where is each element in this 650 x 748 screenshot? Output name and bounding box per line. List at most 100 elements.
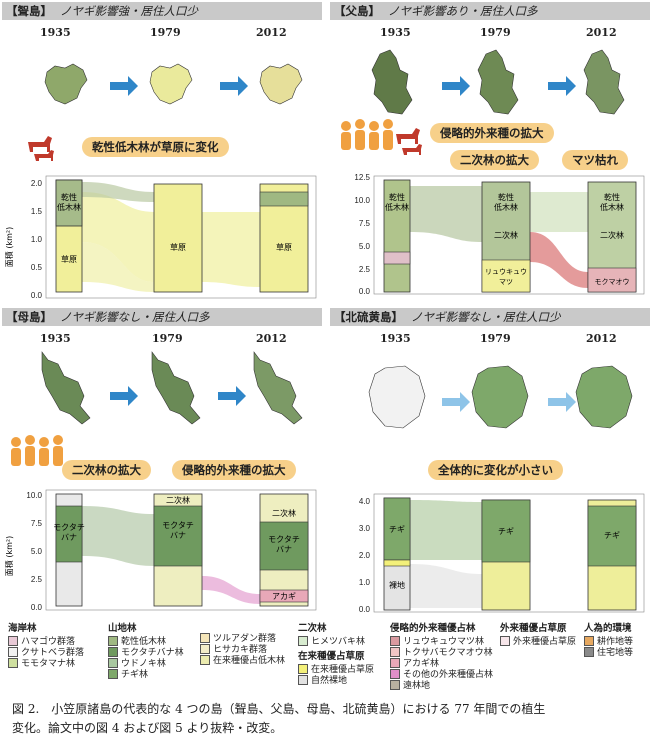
island-map-1979: [151, 351, 201, 425]
legend-item: その他の外来種優占林: [390, 668, 493, 680]
year-labels: 1935 1979 2012: [330, 26, 650, 40]
sankey-chart: 0.0 1.0 2.0 3.0 4.0 チギ 裸地 チギ チギ: [359, 493, 645, 614]
tick-label: 1.5: [31, 207, 43, 216]
tick-label: 4.0: [359, 497, 371, 506]
legend-item: 外来種優占草原: [500, 635, 576, 647]
panel-header: 【母島】 ノヤギ影響なし・居住人口多: [2, 308, 322, 326]
island-map-1935: [41, 351, 91, 425]
legend-group: 外来種優占草原 外来種優占草原: [500, 620, 576, 647]
tick-label: 7.5: [31, 519, 43, 528]
island-map-1935: [371, 49, 413, 115]
bar-label: 乾性: [604, 192, 620, 202]
tick-label: 1.0: [31, 235, 43, 244]
legend-group: 侵略的外来種優占林 リュウキュウマツ林 トクサバモクマオウ林 アカギ林 その他の…: [390, 620, 493, 691]
caption-line: 図 2. 小笠原諸島の代表的な 4 つの島（聟島、父島、母島、北硫黄島）における…: [12, 702, 546, 716]
legend-title: 外来種優占草原: [500, 623, 567, 634]
arrow-icon: [548, 76, 576, 96]
year-label: 1979: [150, 26, 181, 39]
legend-item: アカギ林: [390, 657, 493, 669]
tick-label: 1.0: [359, 578, 371, 587]
bar-label: モクタチ: [162, 521, 194, 530]
bar-label: 二次林: [600, 230, 624, 240]
legend-item: ツルアダン群落: [200, 632, 285, 644]
callout: マツ枯れ: [562, 150, 628, 170]
tick-label: 2.0: [359, 551, 371, 560]
year-label: 1935: [40, 26, 71, 39]
legend-item: トクサバモクマオウ林: [390, 646, 493, 658]
bar-label: 乾性: [61, 192, 77, 202]
legend-item: ヒサカキ群落: [200, 643, 285, 655]
legend-group: 海岸林 ハマゴウ群落 クサトベラ群落 モモタマナ林: [8, 620, 84, 669]
tick-label: 5.0: [359, 242, 371, 251]
callout: 侵略的外来種の拡大: [172, 460, 296, 480]
panel-subtitle: ノヤギ影響なし・居住人口多: [60, 310, 210, 324]
arrow-icon: [110, 386, 138, 406]
year-label: 2012: [586, 332, 617, 345]
legend-item: 在来種優占低木林: [200, 654, 285, 666]
legend-item: チギ林: [108, 668, 184, 680]
legend-title: 山地林: [108, 623, 137, 634]
tick-label: 5.0: [31, 547, 43, 556]
tick-label: 12.5: [354, 173, 370, 182]
legend-title: 人為的環境: [584, 623, 632, 634]
sankey-chart: 0.0 0.5 1.0 1.5 2.0 面積 (km²) 乾性 低木林 草原 草…: [4, 175, 317, 300]
legend-item: 住宅地等: [584, 646, 633, 658]
bar-label: モクタチ: [268, 535, 300, 544]
arrow-icon: [220, 76, 248, 96]
panel-hahajima: 【母島】 ノヤギ影響なし・居住人口多 1935 1979 2012 二次林の拡大 …: [2, 308, 322, 618]
bar-label: バナ: [170, 531, 186, 540]
panel-chichijima: 【父島】 ノヤギ影響あり・居住人口多 1935 1979 2012 侵略的外来種の…: [330, 2, 650, 312]
bar-label: 低木林: [600, 202, 624, 212]
bar-label: バナ: [276, 545, 292, 554]
legend-item: 在来種優占草原: [298, 663, 374, 675]
bar-label: 裸地: [389, 580, 405, 590]
people-icon: [11, 435, 63, 466]
legend-title: 海岸林: [8, 623, 37, 634]
tick-label: 2.5: [31, 575, 43, 584]
figure-caption: 図 2. 小笠原諸島の代表的な 4 つの島（聟島、父島、母島、北硫黄島）における…: [12, 700, 642, 738]
legend-item: モクタチバナ林: [108, 646, 184, 658]
callout: 乾性低木林が草原に変化: [82, 137, 229, 157]
legend-swatch: [8, 646, 18, 657]
bar-label: アカギ: [272, 592, 296, 601]
island-map-1935: [44, 63, 88, 105]
bar-label: モクマオウ: [595, 278, 630, 286]
legend-title: 在来種優占草原: [298, 651, 365, 662]
sankey-chart: 0.0 2.5 5.0 7.5 10.0 12.5 乾性 低木林 乾性 低木林 …: [354, 173, 645, 296]
tick-label: 7.5: [359, 219, 371, 228]
panel-title: 【聟島】: [6, 4, 52, 18]
island-maps: [371, 49, 625, 115]
tick-label: 0.0: [31, 603, 43, 612]
goat-icon: [396, 128, 422, 155]
panel-title: 【父島】: [334, 4, 380, 18]
panel-mukojima: 【聟島】 ノヤギ影響強・居住人口少 1935 1979 2012 乾性低木林が草原…: [2, 2, 322, 312]
bar-label: チギ: [604, 531, 620, 540]
callout: 侵略的外来種の拡大: [430, 123, 554, 143]
legend-item: クサトベラ群落: [8, 646, 84, 658]
tick-label: 3.0: [359, 524, 371, 533]
legend-item: リュウキュウマツ林: [390, 635, 493, 647]
island-maps: [41, 351, 303, 425]
island-map-1979: [149, 63, 193, 105]
sankey-chart: 0.0 2.5 5.0 7.5 10.0 面積 (km²) モクタチ バナ 二次…: [4, 489, 317, 612]
arrow-icon: [442, 392, 470, 412]
year-label: 2012: [256, 332, 287, 345]
legend-title: 二次林: [298, 623, 327, 634]
panel-header: 【父島】 ノヤギ影響あり・居住人口多: [330, 2, 650, 20]
island-map-2012: [583, 49, 625, 115]
legend-item: ハマゴウ群落: [8, 635, 84, 647]
year-label: 1935: [380, 332, 411, 345]
tick-label: 10.0: [26, 491, 42, 500]
bar-label: チギ: [498, 527, 514, 536]
panel-subtitle: ノヤギ影響強・居住人口少: [60, 4, 198, 18]
year-labels: 1935 1979 2012: [330, 332, 650, 346]
bar-label: 草原: [276, 242, 292, 252]
caption-line: 変化。論文中の図 4 および図 5 より抜粋・改変。: [12, 721, 283, 735]
island-map-2012: [259, 63, 303, 105]
y-axis-label: 面積 (km²): [4, 227, 14, 267]
island-map-1979: [477, 49, 519, 115]
panel-header: 【北硫黄島】 ノヤギ影響なし・居住人口少: [330, 308, 650, 326]
legend-item: 耕作地等: [584, 635, 633, 647]
bar-label: 低木林: [385, 202, 409, 212]
bar-label: バナ: [61, 533, 77, 542]
